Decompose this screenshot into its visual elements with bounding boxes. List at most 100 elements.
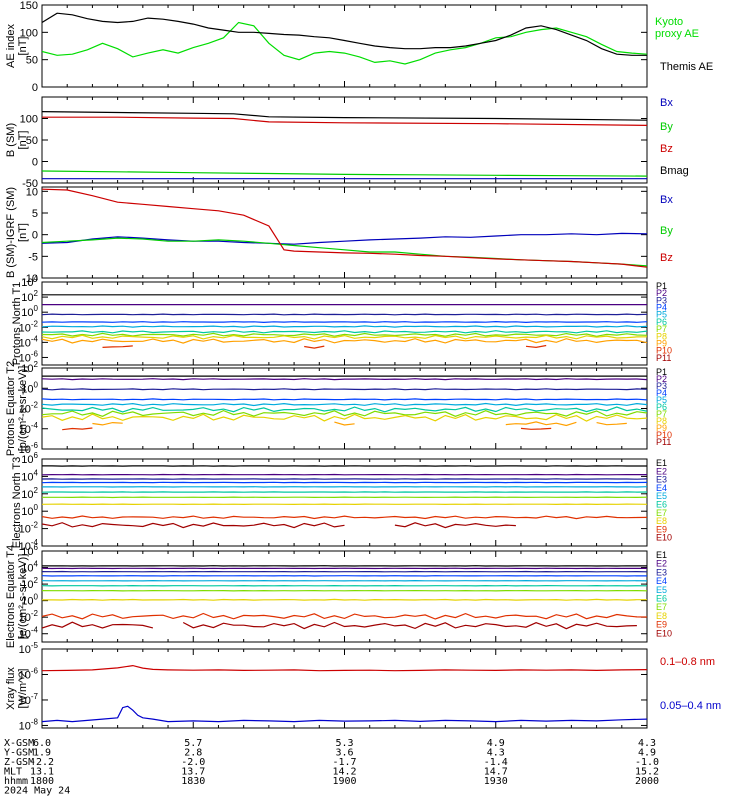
y-tick-label: 10-4 xyxy=(19,626,39,641)
series-line-E9 xyxy=(42,612,647,620)
y-tick-label: 10-6 xyxy=(19,441,39,456)
legend-entry: E3 xyxy=(656,475,667,485)
legend-entry: P6 xyxy=(656,402,667,412)
series-line-P5 xyxy=(42,402,647,407)
y-tick-label: 100 xyxy=(20,27,38,39)
ephemeris-date: 2024 May 24 xyxy=(4,786,70,797)
legend-entry: P7 xyxy=(656,324,667,334)
legend-entry: Bx xyxy=(660,97,673,109)
y-tick-label: 104 xyxy=(21,560,38,575)
y-tick-label: 100 xyxy=(21,380,38,395)
panel-pe: 10-6 10-4 10-2 100 102 Protons Equator T2 [p/(… xyxy=(5,360,672,456)
series-line-0.1–0.8 nm xyxy=(42,664,647,672)
ephemeris-value: 5.3 xyxy=(335,738,353,749)
y-tick-label: 10-2 xyxy=(19,401,39,416)
y-tick-label: 10-4 xyxy=(19,334,39,349)
legend-entry: P8 xyxy=(656,416,667,426)
legend-entry: P4 xyxy=(656,388,667,398)
legend-entry: P11 xyxy=(656,437,671,447)
series-line-By xyxy=(42,170,647,177)
legend-entry: E10 xyxy=(656,533,672,543)
ephemeris-value: 3.6 xyxy=(335,748,353,759)
legend-entry: E2 xyxy=(656,559,667,569)
series-line-P10 xyxy=(525,344,547,349)
legend-entry: P8 xyxy=(656,331,667,341)
legend-entry: E6 xyxy=(656,500,667,510)
y-tick-label: 104 xyxy=(21,468,38,483)
series-line-P5 xyxy=(42,325,647,328)
legend-entry: P1 xyxy=(656,367,667,377)
legend-entry: E8 xyxy=(656,516,667,526)
y-tick-label: -10 xyxy=(22,273,38,285)
ephemeris-value: 2000 xyxy=(635,776,659,787)
legend-entry: P6 xyxy=(656,317,667,327)
series-line-P4 xyxy=(42,398,647,401)
legend-entry: P7 xyxy=(656,409,667,419)
y-axis-label: B (SM) xyxy=(5,123,17,157)
legend-entry: 0.1–0.8 nm xyxy=(660,656,715,668)
legend-entry: E5 xyxy=(656,585,667,595)
legend-entry: Bmag xyxy=(660,165,689,177)
series-line-By xyxy=(42,237,647,267)
ephemeris-value: 4.9 xyxy=(638,748,656,759)
y-tick-label: 10 xyxy=(26,186,38,198)
legend-entry: Bx xyxy=(660,194,673,206)
series-group xyxy=(42,465,647,529)
series-line-P9 xyxy=(596,422,627,426)
legend-entry: E7 xyxy=(656,508,667,518)
y-tick-label: 106 xyxy=(21,543,38,558)
y-axis-label: Electrons North T3 xyxy=(11,457,23,549)
legend-entry: E6 xyxy=(656,594,667,604)
ephemeris-value: 15.2 xyxy=(635,767,659,778)
ephemeris-value: 4.3 xyxy=(638,738,656,749)
ephemeris-value: 13.7 xyxy=(181,767,205,778)
ephemeris-row-label: MLT xyxy=(4,767,22,778)
series-line-P10 xyxy=(62,427,93,431)
y-axis-unit: [nT] xyxy=(17,37,29,56)
legend-entry: E7 xyxy=(656,602,667,612)
legend-entry: P9 xyxy=(656,423,667,433)
legend-entry: Kyoto proxy AE xyxy=(655,16,699,40)
ephemeris-value: 14.2 xyxy=(332,767,356,778)
legend-entry: E10 xyxy=(656,628,672,638)
legend-entry: P10 xyxy=(656,430,672,440)
y-tick-label: 10-5 xyxy=(19,641,39,656)
y-axis-label: Electrons Equator T4 xyxy=(5,545,17,648)
y-tick-label: 10-4 xyxy=(19,421,39,436)
y-tick-label: 0 xyxy=(32,157,38,169)
series-line-P9 xyxy=(42,338,647,344)
series-line-P9 xyxy=(334,421,355,426)
legend-entry: E9 xyxy=(656,524,667,534)
y-tick-label: 10-6 xyxy=(19,349,39,364)
ephemeris-value: -2.0 xyxy=(181,757,205,768)
y-axis-label: Protons Equator T2 xyxy=(5,361,17,456)
series-line-Kyoto proxy AE xyxy=(42,21,647,65)
ephemeris-value: -1.0 xyxy=(635,757,659,768)
legend-entry: P3 xyxy=(656,381,667,391)
ephemeris-value: 4.9 xyxy=(487,738,505,749)
ephemeris-row-label: X-GSM xyxy=(4,738,34,749)
series-line-P9 xyxy=(505,421,577,427)
ephemeris-value: 1.9 xyxy=(33,748,51,759)
y-tick-label: 102 xyxy=(21,289,38,304)
y-axis-unit: [p/(cm²-s-sr-keV)] xyxy=(17,366,29,452)
series-line-P4 xyxy=(42,320,647,324)
y-tick-label: 104 xyxy=(21,274,38,289)
ephemeris-value: 2.8 xyxy=(184,748,202,759)
ephemeris-row-label: hhmm xyxy=(4,776,28,787)
series-line-P10 xyxy=(304,345,325,349)
ephemeris-value: 1800 xyxy=(30,776,54,787)
series-line-E10 xyxy=(42,621,154,629)
legend-entry: P11 xyxy=(656,353,671,363)
plot-frame xyxy=(41,186,648,279)
y-tick-label: 5 xyxy=(32,208,38,220)
series-line-P2 xyxy=(42,378,647,381)
y-axis-label: Protons North T1 xyxy=(11,282,23,366)
y-tick-label: 10-8 xyxy=(19,717,39,732)
ephemeris-row-label: Z-GSM xyxy=(4,757,34,768)
y-tick-label: 0 xyxy=(32,82,38,94)
y-tick-label: 10-6 xyxy=(19,666,39,681)
y-tick-label: 100 xyxy=(20,114,38,126)
legend-entry: E2 xyxy=(656,466,667,476)
